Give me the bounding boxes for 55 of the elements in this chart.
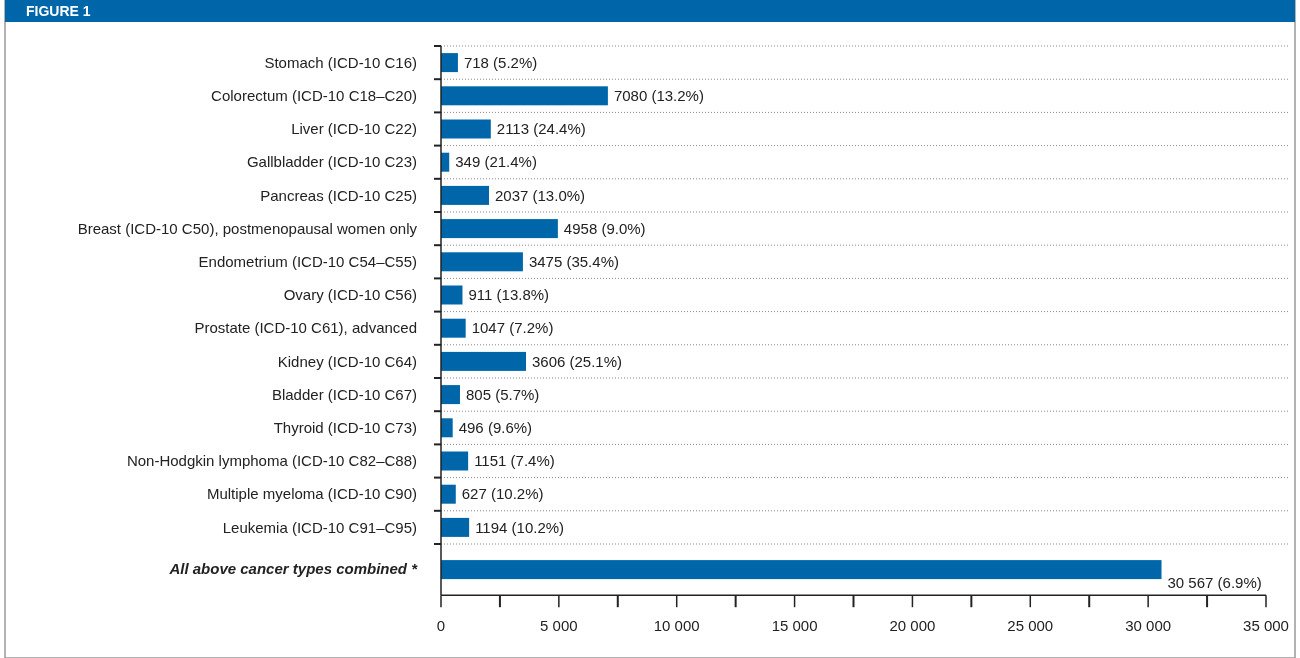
bar [441,86,608,106]
data-label: 30 567 (6.9%) [1167,573,1262,591]
bar [441,185,490,205]
bar [441,418,453,438]
data-label: 805 (5.7%) [465,385,540,403]
y-tick-label: Prostate (ICD-10 C61), advanced [194,319,417,337]
data-label: 627 (10.2%) [461,485,544,503]
y-tick-label: Thyroid (ICD-10 C73) [273,419,417,437]
bar [441,285,463,305]
y-tick-label: Breast (ICD-10 C50), postmenopausal women only [77,219,418,237]
bar [441,451,469,471]
data-label: 2037 (13.0%) [495,186,586,204]
y-tick-label: Endometrium (ICD-10 C54–C55) [198,253,417,271]
y-tick-label: Pancreas (ICD-10 C25) [260,186,417,204]
bar [441,517,470,537]
y-tick-label: Kidney (ICD-10 C64) [277,352,417,370]
data-label: 2113 (24.4%) [496,120,586,138]
y-tick-label: Liver (ICD-10 C22) [291,120,417,138]
bar [441,351,526,371]
y-tick-label: All above cancer types combined * [168,559,419,577]
x-tick-label: 35 000 [1243,617,1289,635]
y-tick-label: Gallbladder (ICD-10 C23) [246,153,417,171]
data-label: 3475 (35.4%) [528,253,619,271]
bar [441,219,558,239]
x-tick-label: 25 000 [1007,617,1054,635]
data-label: 1194 (10.2%) [475,518,565,536]
bar [441,385,460,405]
data-label: 1151 (7.4%) [474,452,555,470]
data-label: 1047 (7.2%) [471,319,554,337]
bar [441,53,458,73]
y-tick-label: Stomach (ICD-10 C16) [264,53,417,71]
y-tick-label: Bladder (ICD-10 C67) [271,385,417,403]
x-tick-label: 5 000 [540,617,578,635]
y-tick-label: Ovary (ICD-10 C56) [283,286,417,304]
x-tick-label: 0 [436,617,446,635]
data-label: 4958 (9.0%) [563,219,646,237]
y-tick-label: Leukemia (ICD-10 C91–C95) [222,518,417,536]
y-tick-label: Non-Hodgkin lymphoma (ICD-10 C82–C88) [126,452,417,470]
x-tick-label: 20 000 [889,617,936,635]
y-tick-label: Multiple myeloma (ICD-10 C90) [206,485,417,503]
x-tick-label: 10 000 [653,617,700,635]
bar [441,252,523,272]
x-tick-label: 30 000 [1125,617,1172,635]
bar [441,484,456,504]
bar [441,318,466,338]
y-tick-label: Colorectum (ICD-10 C18–C20) [211,87,417,105]
bar [441,119,491,139]
data-label: 349 (21.4%) [455,153,537,171]
data-label: 718 (5.2%) [463,53,538,71]
data-label: 911 (13.8%) [468,286,550,304]
x-tick-label: 15 000 [771,617,818,635]
data-label: 7080 (13.2%) [613,87,704,105]
data-label: 496 (9.6%) [458,419,533,437]
data-label: 3606 (25.1%) [532,352,623,370]
text: FIGURE 1 [26,3,91,19]
